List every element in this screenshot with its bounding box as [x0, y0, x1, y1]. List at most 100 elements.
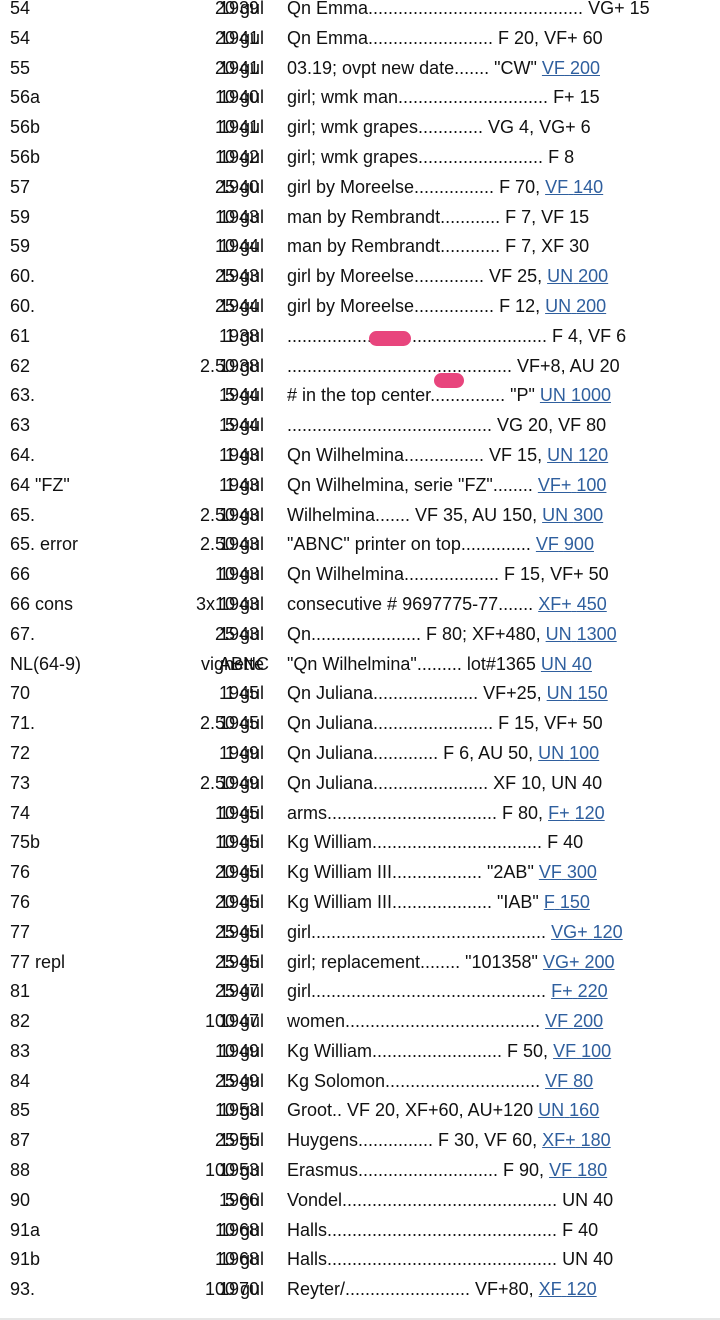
- denomination: 20 gul: [214, 57, 264, 78]
- year: 1941: [219, 117, 260, 138]
- price: 40: [571, 653, 592, 674]
- description: "ABNC" printer on top..............: [287, 534, 531, 555]
- price-link[interactable]: UN 100: [538, 743, 599, 763]
- price-link[interactable]: VF 180: [549, 1160, 607, 1180]
- catalog-number: 59: [10, 206, 31, 227]
- description-line: Qn Wilhelmina................ VF 15, UN …: [287, 441, 608, 471]
- description: girl; wmk man...........................…: [287, 87, 549, 108]
- grade: VF: [545, 1011, 569, 1032]
- description-line: arms.................................. F…: [287, 799, 605, 829]
- price-link[interactable]: UN 300: [542, 505, 603, 525]
- price-link[interactable]: VF 200: [545, 1011, 603, 1031]
- year: 1947: [219, 1011, 260, 1032]
- description-line: consecutive # 9697775-77....... XF+ 450: [287, 590, 607, 620]
- description: Kg Solomon..............................…: [287, 1070, 541, 1091]
- year: 1938: [219, 325, 260, 346]
- catalog-number: 56b: [10, 117, 41, 138]
- price-link[interactable]: VF 100: [553, 1041, 611, 1061]
- price-link[interactable]: VF 140: [545, 177, 603, 197]
- catalog-row: 91b 10 gul 1968 Halls......................…: [0, 1245, 720, 1275]
- price-value: VF+ 60: [544, 28, 603, 48]
- year: 1943: [219, 623, 260, 644]
- year: 1949: [219, 1040, 260, 1061]
- price-link[interactable]: UN 120: [547, 445, 608, 465]
- price-value: F 40: [547, 832, 583, 852]
- denomination: 10 gul: [214, 564, 264, 585]
- price: 180: [577, 1160, 608, 1181]
- price: 150: [559, 891, 590, 912]
- description-line: Reyter/......................... VF+80, …: [287, 1275, 597, 1305]
- year: 1966: [219, 1189, 260, 1210]
- denomination: 100 gul: [204, 1279, 264, 1300]
- price-link[interactable]: UN 200: [545, 296, 606, 316]
- price-link[interactable]: UN 160: [538, 1100, 599, 1120]
- catalog-row: 54 20 gul 1939 Qn Emma.....................…: [0, 0, 720, 24]
- year: 1945: [219, 683, 260, 704]
- year: 1945: [219, 802, 260, 823]
- description-line: girl; wmk grapes........................…: [287, 143, 574, 173]
- price-link[interactable]: XF+ 180: [542, 1130, 611, 1150]
- denomination: 25 gul: [214, 176, 264, 197]
- grade: VF: [545, 1070, 569, 1091]
- description: girl; wmk grapes............. VG 4,: [287, 117, 535, 138]
- price-link[interactable]: VF 200: [542, 58, 600, 78]
- price-link[interactable]: UN 200: [547, 266, 608, 286]
- price-link[interactable]: F+ 220: [551, 981, 608, 1001]
- price: 150: [577, 683, 608, 704]
- year: 1945: [219, 891, 260, 912]
- price: 80: [573, 1070, 594, 1091]
- grade: VF: [553, 1040, 577, 1061]
- catalog-number: 87: [10, 1130, 31, 1151]
- grade: UN: [562, 1189, 589, 1210]
- price: 30: [569, 236, 590, 257]
- price: 40: [563, 832, 584, 853]
- catalog-row: NL(64-9) vignette ABNC "Qn Wilhelmina".....…: [0, 650, 720, 680]
- catalog-number: 71.: [10, 713, 36, 734]
- price: 100: [581, 1040, 612, 1061]
- price-link[interactable]: F+ 120: [548, 803, 605, 823]
- catalog-number: 66 cons: [10, 593, 74, 614]
- catalog-number: 60.: [10, 266, 36, 287]
- description-line: Qn...................... F 80; XF+480, U…: [287, 620, 617, 650]
- catalog-number: 74: [10, 802, 31, 823]
- year: ABNC: [219, 653, 270, 674]
- denomination: 5 gul: [224, 1189, 264, 1210]
- denomination: vignette: [200, 653, 264, 674]
- grade: VG+: [551, 921, 588, 942]
- price-link[interactable]: UN 40: [541, 654, 592, 674]
- denomination: 2.50 gul: [199, 534, 264, 555]
- catalog-row: 84 25 gul 1949 Kg Solomon..................…: [0, 1067, 720, 1097]
- price-link[interactable]: UN 1000: [540, 385, 611, 405]
- denomination: 2.50 gul: [199, 772, 264, 793]
- catalog-number: 61: [10, 325, 31, 346]
- price-link[interactable]: VF 80: [545, 1071, 593, 1091]
- catalog-row: 71. 2.50 gul 1945 Qn Juliana...............…: [0, 709, 720, 739]
- grade: UN: [551, 772, 578, 793]
- price-link[interactable]: XF 120: [539, 1279, 597, 1299]
- price-link[interactable]: VF 300: [539, 862, 597, 882]
- description-line: # in the top center............... "P" U…: [287, 381, 611, 411]
- year: 1949: [219, 772, 260, 793]
- description: man by Rembrandt............ F 7,: [287, 236, 537, 257]
- price-link[interactable]: VG+ 120: [551, 922, 623, 942]
- description-line: Qn Emma......................... F 20, V…: [287, 24, 603, 54]
- price-link[interactable]: XF+ 450: [538, 594, 607, 614]
- catalog-row: 66 cons 3x10 gul 1943 consecutive # 9697775…: [0, 590, 720, 620]
- year: 1968: [219, 1249, 260, 1270]
- catalog-row: 73 2.50 gul 1949 Qn Juliana................…: [0, 769, 720, 799]
- price-value: UN 40: [562, 1190, 613, 1210]
- catalog-row: 56a 10 gul 1940 girl; wmk man..............…: [0, 83, 720, 113]
- catalog-number: 60.: [10, 295, 36, 316]
- description: Qn Emma......................... F 20,: [287, 27, 540, 48]
- description: Qn Juliana..................... VF+25,: [287, 683, 542, 704]
- price-link[interactable]: UN 1300: [546, 624, 617, 644]
- price-link[interactable]: UN 150: [547, 683, 608, 703]
- price-link[interactable]: VF 900: [536, 534, 594, 554]
- price-link[interactable]: VG+ 200: [543, 952, 615, 972]
- price-link[interactable]: VF+ 100: [538, 475, 607, 495]
- denomination: 10 gul: [214, 1249, 264, 1270]
- price-link[interactable]: F 150: [544, 892, 590, 912]
- catalog-number: 55: [10, 57, 31, 78]
- grade: UN: [538, 742, 565, 763]
- price: 40: [582, 772, 603, 793]
